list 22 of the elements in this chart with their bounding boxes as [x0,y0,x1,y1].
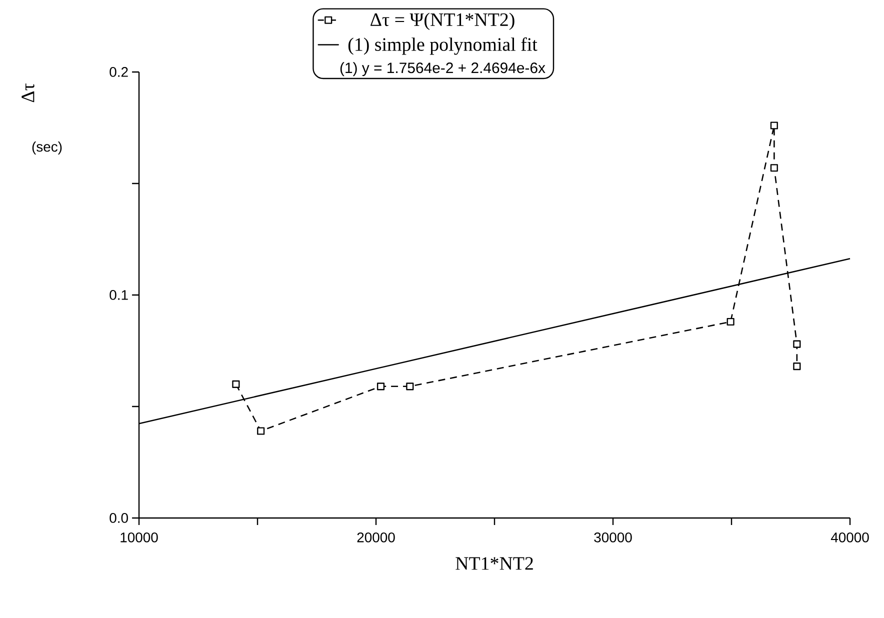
annotation: (1) y = 1.7564e-2 + 2.4694e-6x [340,62,546,76]
y-tick-label: 0.1 [110,290,128,300]
point [726,318,734,326]
y-axis-title: Δτ [22,84,34,102]
x-axis-title: NT1*NT2 [456,557,533,570]
point [257,427,265,435]
x-tick-label: 20000 [357,532,395,542]
point [770,122,778,130]
point [793,362,801,370]
x-tick-label: 10000 [120,532,158,542]
point [406,382,414,390]
y-tick-label: 0.2 [110,67,128,77]
point [770,164,778,172]
legend-label: (1) simple polynomial fit [348,37,538,55]
x-tick-label: 40000 [830,532,869,542]
point [232,380,240,388]
text: (sec) [32,141,62,154]
legend-label: Δτ = Ψ(NT1*NT2) [370,12,514,30]
point [376,382,385,390]
y-tick-label: 0.0 [110,513,128,523]
x-tick-label: 30000 [594,532,632,542]
point [793,340,801,348]
